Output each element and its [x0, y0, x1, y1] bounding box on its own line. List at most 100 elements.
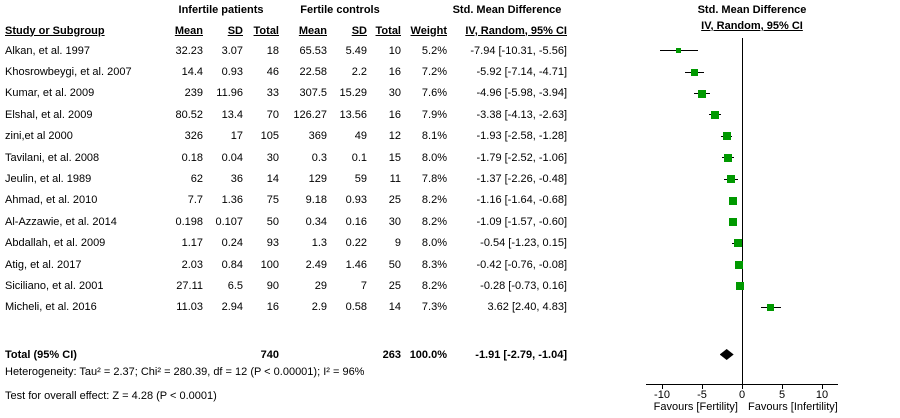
cell-n1: 100 [260, 258, 279, 271]
effect-marker [727, 175, 736, 184]
cell-mean2: 29 [314, 279, 327, 292]
cell-n2: 11 [389, 172, 401, 185]
cell-mean2: 9.18 [305, 194, 327, 207]
overall-effect-note: Test for overall effect: Z = 4.28 (P < 0… [5, 390, 217, 402]
cell-mean1: 239 [184, 87, 203, 100]
cell-mean1: 11.03 [176, 301, 203, 314]
cell-sd2: 0.22 [345, 237, 367, 250]
cell-weight: 7.3% [421, 301, 447, 314]
effect-marker [723, 153, 732, 162]
cell-name: Alkan, et al. 1997 [5, 44, 91, 57]
cell-sd2: 7 [360, 279, 367, 292]
axis-tick-label: 10 [815, 389, 829, 401]
table-row: Abdallah, et al. 2009 1.17 0.24 93 1.3 0.22 9 8… [0, 233, 567, 254]
effect-marker [698, 89, 707, 98]
cell-n2: 16 [388, 108, 401, 121]
cell-sd1: 11.96 [216, 87, 243, 100]
effect-marker [691, 68, 699, 76]
effect-marker [767, 304, 775, 311]
cell-mean2: 307.5 [299, 87, 327, 100]
table-row: Elshal, et al. 2009 80.52 13.4 70 126.27 13.5… [0, 104, 567, 125]
total-n2: 263 [382, 348, 401, 361]
cell-sd2: 59 [354, 172, 367, 185]
cell-sd1: 6.5 [227, 279, 243, 292]
cell-mean1: 326 [184, 130, 203, 143]
cell-mean2: 2.49 [305, 258, 327, 271]
col-ci-method: IV, Random, 95% CI [465, 24, 567, 37]
cell-n1: 14 [266, 172, 279, 185]
effect-marker [734, 260, 743, 269]
cell-ci_text: -3.38 [-4.13, -2.63] [476, 108, 568, 121]
total-ci: -1.91 [-2.79, -1.04] [475, 348, 567, 361]
col-total-2: Total [375, 24, 401, 37]
axis-tick-label: -10 [654, 389, 670, 401]
effect-marker [729, 217, 738, 226]
col-mean-1: Mean [174, 24, 203, 37]
col-weight: Weight [410, 24, 447, 37]
col-study: Study or Subgroup [5, 24, 105, 37]
cell-ci_text: -0.28 [-0.73, 0.16] [480, 279, 567, 292]
cell-sd1: 13.4 [221, 108, 243, 121]
cell-weight: 8.1% [421, 130, 447, 143]
cell-n2: 14 [388, 301, 401, 314]
total-n1: 740 [260, 348, 279, 361]
cell-name: Atig, et al. 2017 [5, 258, 82, 271]
cell-n2: 30 [388, 215, 401, 228]
cell-mean2: 2.9 [311, 301, 327, 314]
col-sd-1: SD [227, 24, 243, 37]
effect-marker [733, 239, 742, 248]
cell-mean1: 62 [190, 172, 203, 185]
cell-sd2: 2.2 [351, 65, 367, 78]
cell-sd1: 0.93 [221, 65, 243, 78]
axis-tick [821, 384, 823, 389]
cell-n2: 12 [388, 130, 401, 143]
cell-n2: 50 [388, 258, 401, 271]
effect-marker [710, 110, 719, 119]
cell-ci_text: -1.16 [-1.64, -0.68] [476, 194, 568, 207]
col-total-1: Total [253, 24, 279, 37]
cell-sd1: 0.04 [221, 151, 243, 164]
axis-tick [781, 384, 783, 389]
cell-mean2: 126.27 [293, 108, 327, 121]
cell-mean2: 65.53 [299, 44, 327, 57]
cell-weight: 8.3% [421, 258, 447, 271]
axis-tick-label: 0 [738, 389, 746, 401]
cell-sd2: 15.29 [339, 87, 367, 100]
col-mean-2: Mean [298, 24, 327, 37]
cell-mean1: 32.23 [175, 44, 203, 57]
axis-tick [741, 384, 743, 389]
cell-sd1: 36 [230, 172, 243, 185]
cell-n1: 93 [266, 237, 279, 250]
favours-left-label: Favours [Fertility] [653, 401, 738, 413]
cell-name: Siciliano, et al. 2001 [5, 279, 104, 292]
cell-sd2: 0.1 [351, 151, 367, 164]
cell-sd1: 1.36 [221, 194, 243, 207]
cell-sd1: 0.24 [221, 237, 243, 250]
cell-mean1: 80.52 [175, 108, 203, 121]
effect-marker [675, 48, 681, 54]
cell-n1: 46 [266, 65, 279, 78]
table-row: Micheli, et al. 2016 11.03 2.94 16 2.9 0.58 14… [0, 297, 567, 318]
cell-ci_text: -0.54 [-1.23, 0.15] [480, 237, 567, 250]
cell-ci_text: -1.37 [-2.26, -0.48] [476, 172, 568, 185]
col-sd-2: SD [351, 24, 367, 37]
cell-sd2: 13.56 [339, 108, 367, 121]
ci-method-header-right: IV, Random, 95% CI [701, 20, 803, 32]
cell-ci_text: 3.62 [2.40, 4.83] [487, 301, 567, 314]
heterogeneity-note: Heterogeneity: Tau² = 2.37; Chi² = 280.3… [5, 366, 365, 378]
cell-n2: 10 [388, 44, 401, 57]
cell-n1: 75 [266, 194, 279, 207]
table-row: Kumar, et al. 2009 239 11.96 33 307.5 15.29 30… [0, 83, 567, 104]
cell-weight: 7.2% [421, 65, 447, 78]
cell-weight: 7.9% [421, 108, 447, 121]
cell-name: Abdallah, et al. 2009 [5, 237, 106, 250]
cell-sd2: 5.49 [345, 44, 367, 57]
smd-header-right: Std. Mean Difference [697, 4, 807, 16]
cell-mean1: 0.18 [181, 151, 203, 164]
table-row: zini,et al 2000 326 17 105 369 49 12 8.1% -1.93 … [0, 126, 567, 147]
cell-n2: 9 [394, 237, 401, 250]
total-diamond [719, 349, 734, 360]
cell-n2: 30 [388, 87, 401, 100]
cell-mean1: 2.03 [181, 258, 203, 271]
cell-name: Jeulin, et al. 1989 [5, 172, 92, 185]
